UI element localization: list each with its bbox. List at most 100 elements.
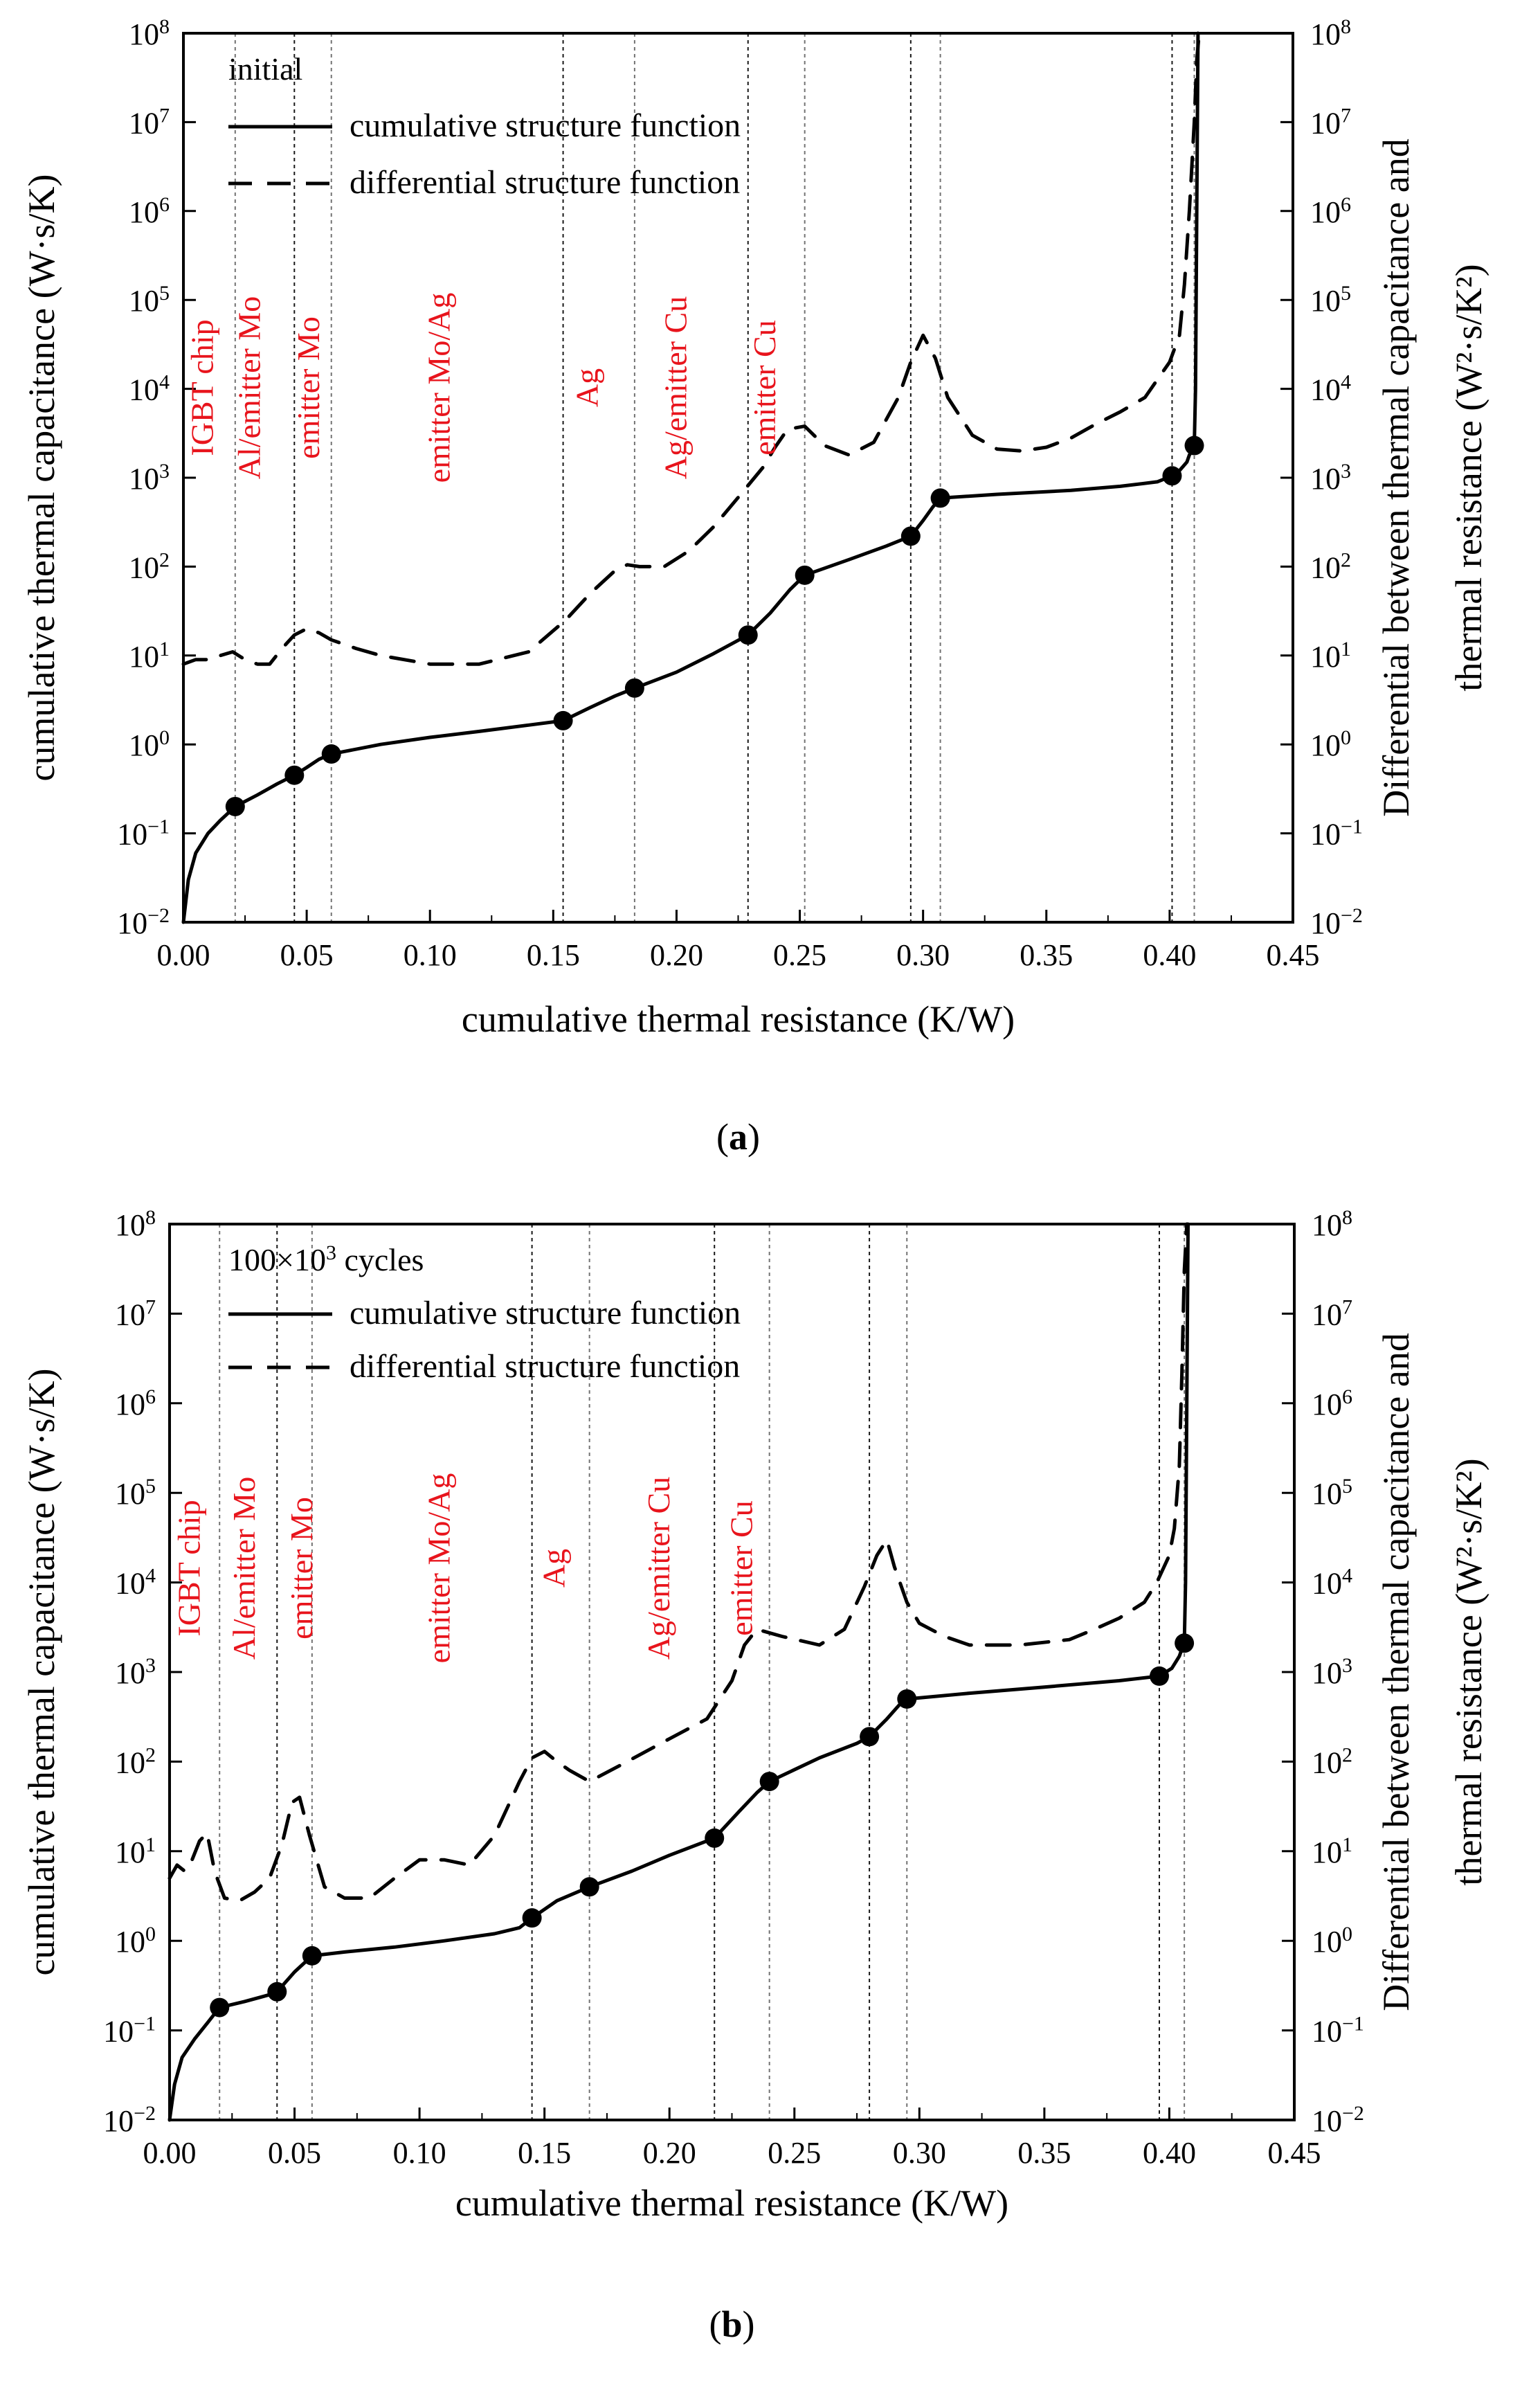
legend-label-cumulative: cumulative structure function (350, 1295, 741, 1331)
annotations-group: IGBT chip Al/emitter Mo emitter Mo emitter … (185, 293, 782, 483)
structure-point-marker (579, 1877, 599, 1897)
region-annotation: emitter Mo/Ag (422, 293, 457, 483)
x-tick-label: 0.15 (527, 938, 580, 972)
y-axis-label: cumulative thermal capacitance (W·s/K) (21, 174, 62, 781)
x-axis-label: cumulative thermal resistance (K/W) (462, 998, 1015, 1040)
structure-point-marker (225, 796, 245, 816)
y2-tick-label: 108 (1312, 1206, 1352, 1243)
y2-tick-label: 101 (1310, 637, 1351, 674)
x-tick-label: 0.40 (1143, 2136, 1196, 2170)
legend-title-sup: 3 (326, 1241, 336, 1264)
y-tick-label: 100 (115, 1923, 156, 1959)
y-tick-label: 106 (115, 1385, 156, 1421)
chart-b-svg: 0.00 0.05 0.10 0.15 0.20 0.25 0.30 0.35 0.40 0.45… (21, 1206, 1489, 2346)
legend-label-differential: differential structure function (350, 164, 740, 201)
structure-point-marker (624, 678, 644, 698)
y2-tick-label: 100 (1310, 726, 1351, 763)
structure-point-marker (284, 765, 305, 785)
region-annotation: emitter Mo (284, 1497, 319, 1639)
y-tick-label: 10−2 (117, 904, 170, 941)
region-annotation: Ag (569, 368, 604, 407)
region-annotation: emitter Mo (291, 316, 326, 459)
y-tick-label: 10−1 (103, 2012, 156, 2049)
y2-axis-label-line1: Differential between thermal capacitance… (1375, 1333, 1417, 2011)
y2-tick-label: 10−1 (1310, 815, 1363, 852)
annotations-group: IGBT chip Al/emitter Mo emitter Mo emitter … (171, 1473, 759, 1664)
structure-point-marker (302, 1946, 322, 1966)
y-tick-label: 10−1 (117, 815, 170, 852)
chart-panel-b: 0.00 0.05 0.10 0.15 0.20 0.25 0.30 0.35 0.40 0.45… (0, 1191, 1540, 2381)
structure-point-marker (738, 625, 758, 645)
structure-point-marker (553, 710, 573, 730)
x-tick-label: 0.35 (1017, 2136, 1071, 2170)
structure-point-marker (1150, 1666, 1169, 1686)
y-tick-label: 107 (129, 104, 170, 141)
y-tick-label: 101 (115, 1833, 156, 1869)
structure-point-marker (1175, 1633, 1195, 1653)
region-annotation: emitter Cu (723, 1500, 759, 1635)
y-tick-label: 108 (115, 1206, 156, 1243)
region-annotation: Ag/emitter Cu (641, 1477, 676, 1660)
x-tick-label: 0.30 (896, 938, 950, 972)
region-annotation: Ag/emitter Cu (658, 296, 694, 479)
y-tick-label: 106 (129, 192, 170, 229)
panel-label: (b) (709, 2303, 754, 2345)
y-tick-label: 10−2 (103, 2102, 156, 2139)
y2-tick-label: 10−2 (1310, 904, 1363, 941)
y2-tick-label: 104 (1310, 370, 1351, 407)
y2-tick-label: 101 (1312, 1833, 1352, 1869)
legend-title: 100×103 cycles (228, 1241, 424, 1278)
differential-structure-curve (167, 1222, 1189, 1903)
y-axis-label: cumulative thermal capacitance (W·s/K) (21, 1368, 62, 1975)
structure-point-marker (267, 1982, 287, 2002)
region-annotation: Ag (536, 1549, 572, 1588)
x-tick-label: 0.20 (650, 938, 703, 972)
structure-point-marker (897, 1689, 917, 1709)
y2-tick-label: 102 (1312, 1743, 1352, 1780)
x-tick-label: 0.05 (280, 938, 334, 972)
y2-tick-label: 108 (1310, 15, 1351, 52)
region-annotation: emitter Cu (747, 320, 782, 455)
legend-title: initial (228, 51, 302, 87)
x-tick-label: 0.10 (404, 938, 457, 972)
markers-group (225, 435, 1204, 816)
y2-axis-label-line1: Differential between thermal capacitance… (1375, 138, 1417, 816)
y-tick-label: 103 (129, 460, 170, 496)
structure-point-marker (900, 526, 921, 546)
region-annotation: Al/emitter Mo (231, 296, 266, 479)
x-tick-label: 0.10 (393, 2136, 446, 2170)
markers-group (210, 1633, 1195, 2018)
y-tick-label: 105 (129, 282, 170, 318)
x-tick-label: 0.05 (268, 2136, 321, 2170)
panel-letter: b (721, 2303, 742, 2345)
legend-title-base: 100×10 (228, 1242, 326, 1277)
legend: initial cumulative structure function di… (228, 51, 741, 201)
y-tick-label: 101 (129, 637, 170, 674)
region-annotation: emitter Mo/Ag (421, 1473, 456, 1664)
legend-label-cumulative: cumulative structure function (350, 107, 741, 144)
structure-point-marker (1184, 435, 1204, 456)
x-tick-label: 0.30 (893, 2136, 946, 2170)
legend-title-rest: cycles (336, 1242, 424, 1277)
y-tick-label: 107 (115, 1295, 156, 1332)
structure-point-marker (1162, 466, 1182, 486)
structure-point-marker (860, 1727, 880, 1747)
vlines-group (234, 33, 1195, 922)
structure-point-marker (210, 1997, 230, 2018)
legend-label-differential: differential structure function (350, 1348, 740, 1385)
x-tick-label: 0.35 (1020, 938, 1073, 972)
y-tick-label: 105 (115, 1475, 156, 1511)
structure-point-marker (522, 1908, 542, 1928)
y2-tick-label: 104 (1312, 1564, 1352, 1601)
y2-axis-label-line2: thermal resistance (W²·s/K²) (1448, 264, 1489, 691)
structure-point-marker (705, 1828, 725, 1848)
y-tick-label: 102 (129, 548, 170, 585)
chart-panel-a: 0.00 0.05 0.10 0.15 0.20 0.25 0.30 0.35 0.40 0.45… (21, 15, 1489, 1158)
legend: 100×103 cycles cumulative structure func… (228, 1241, 741, 1385)
y-tick-label: 104 (129, 370, 170, 407)
y2-axis-label-line2: thermal resistance (W²·s/K²) (1448, 1458, 1489, 1885)
region-annotation: IGBT chip (171, 1500, 206, 1636)
y2-tick-label: 107 (1310, 104, 1351, 141)
structure-point-marker (795, 565, 815, 585)
y2-tick-label: 106 (1312, 1385, 1352, 1421)
